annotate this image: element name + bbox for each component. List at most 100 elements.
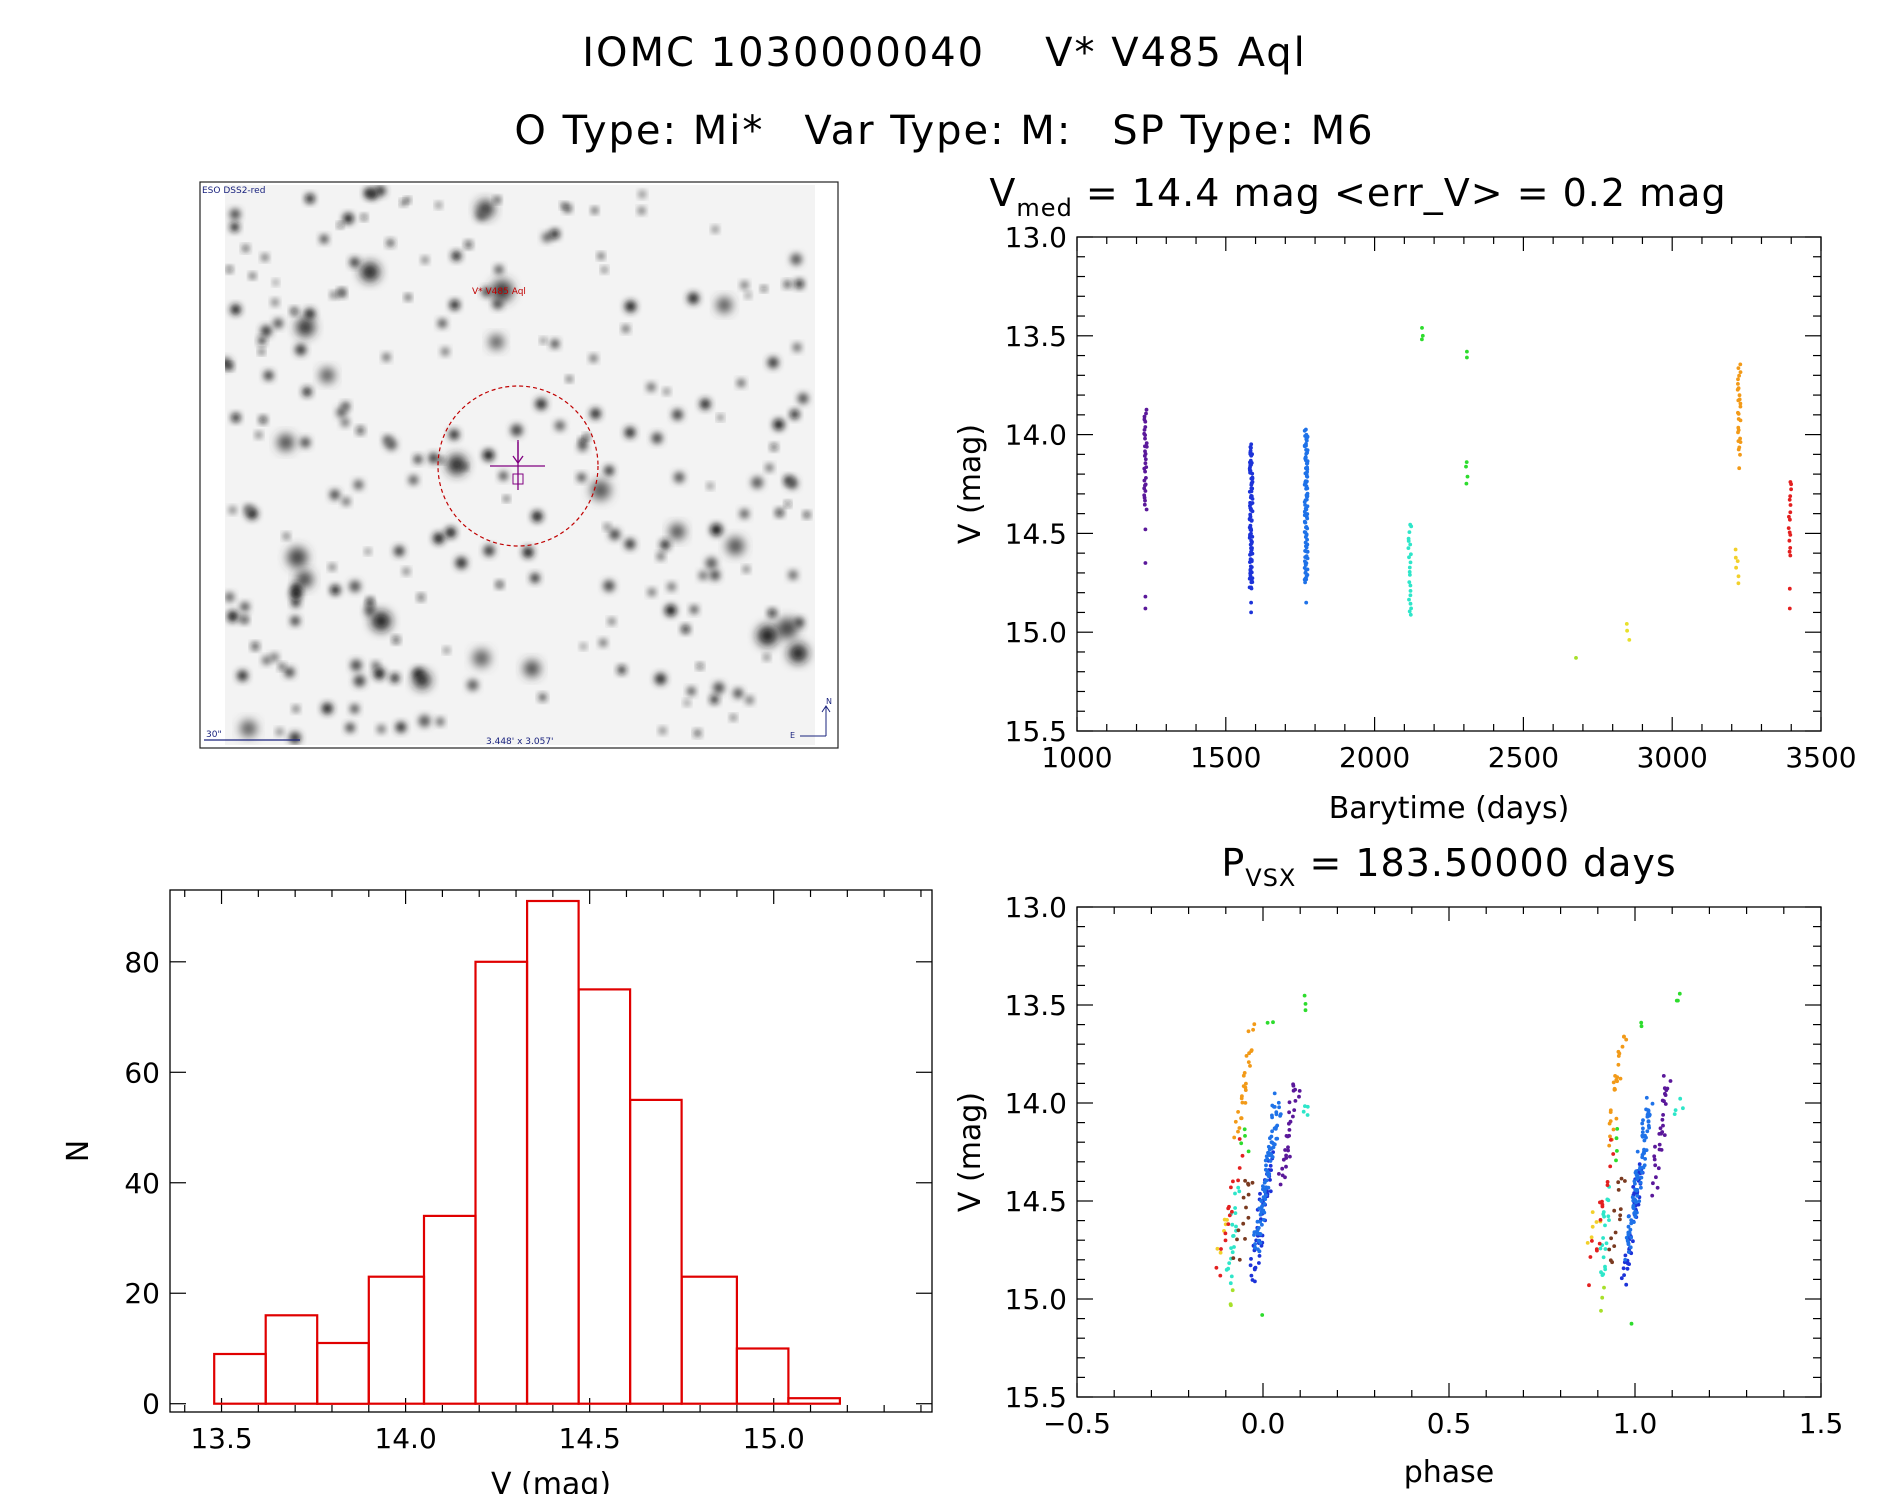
lightcurve-point	[1787, 549, 1792, 554]
phasecurve-point	[1628, 1227, 1633, 1232]
phasecurve-point	[1660, 1130, 1665, 1134]
finder-star	[413, 455, 423, 464]
phasecurve-frame	[1076, 906, 1822, 1398]
object-type: O Type: Mi*	[514, 108, 765, 154]
phasecurve-point	[1230, 1222, 1235, 1227]
phasecurve-point	[1638, 1180, 1643, 1185]
finder-star	[492, 299, 503, 309]
phasecurve-point	[1614, 1136, 1619, 1141]
phasecurve-point	[1303, 1104, 1307, 1108]
finder-star	[400, 200, 407, 206]
phasecurve-point	[1624, 1037, 1629, 1042]
finder-star	[292, 705, 300, 713]
phasecurve-point	[1641, 1126, 1645, 1131]
phasecurve-point	[1637, 1199, 1642, 1203]
phasecurve-point	[1640, 1170, 1644, 1175]
phasecurve-ticks	[1076, 906, 1822, 1398]
finder-star	[258, 337, 266, 345]
phasecurve-point	[1643, 1157, 1647, 1161]
lightcurve-point	[1143, 489, 1148, 493]
phasecurve-point	[1237, 1257, 1242, 1262]
finder-star	[361, 214, 367, 220]
phasecurve-point	[1278, 1182, 1283, 1187]
finder-star	[622, 325, 630, 333]
y-tick-label: 15.5	[1005, 1381, 1067, 1414]
finder-star	[289, 732, 301, 744]
finder-star	[467, 679, 479, 691]
phasecurve-point	[1655, 1185, 1660, 1190]
lightcurve-point	[1408, 601, 1413, 606]
phasecurve-point	[1264, 1163, 1268, 1168]
phasecurve-point	[1600, 1273, 1605, 1277]
phasecurve-point	[1214, 1265, 1219, 1270]
phasecurve-point	[1230, 1250, 1235, 1255]
phasecurve-point	[1229, 1185, 1233, 1190]
histogram-bar	[367, 1275, 426, 1405]
finder-star	[745, 292, 751, 298]
phasecurve-point	[1223, 1231, 1228, 1236]
phasecurve-point	[1605, 1183, 1610, 1187]
finder-star	[598, 253, 604, 259]
phasecurve-title: PVSX = 183.50000 days	[1221, 841, 1676, 892]
finder-star	[788, 643, 808, 663]
finder-star	[237, 670, 248, 682]
lightcurve-point	[1787, 606, 1792, 611]
phasecurve-point	[1228, 1281, 1233, 1286]
lightcurve-point	[1788, 510, 1793, 515]
lightcurve-point	[1465, 474, 1470, 479]
phasecurve-point	[1231, 1234, 1236, 1238]
lightcurve-point	[1408, 593, 1413, 598]
lightcurve-point	[1303, 580, 1307, 585]
finder-star	[418, 715, 431, 727]
lightcurve-point	[1142, 466, 1147, 471]
lightcurve-point	[1409, 552, 1413, 557]
phasecurve-point	[1276, 1100, 1281, 1105]
phasecurve-point	[1637, 1167, 1642, 1172]
finder-star	[371, 611, 391, 631]
finder-star	[483, 545, 495, 557]
lightcurve-point	[1407, 570, 1412, 574]
phasecurve-point	[1629, 1235, 1633, 1240]
lightcurve-point	[1788, 533, 1793, 537]
lightcurve-point	[1144, 407, 1149, 412]
phasecurve-point	[1615, 1075, 1620, 1079]
finder-star	[794, 279, 804, 289]
phasecurve-point	[1615, 1127, 1620, 1131]
lightcurve-point	[1786, 526, 1791, 530]
phasecurve-point	[1635, 1177, 1640, 1181]
lightcurve-point	[1465, 355, 1469, 360]
lightcurve-point	[1142, 495, 1147, 500]
finder-scale-label: 30"	[206, 730, 222, 740]
lightcurve-point	[1248, 552, 1252, 557]
finder-star	[489, 335, 504, 350]
finder-star	[550, 229, 560, 239]
histogram-bar	[316, 1341, 370, 1405]
lightcurve-point	[1736, 382, 1740, 386]
phasecurve-point	[1587, 1283, 1591, 1288]
phasecurve-point	[1637, 1162, 1642, 1167]
lightcurve-point	[1305, 550, 1310, 554]
phasecurve-point	[1618, 1207, 1623, 1211]
finder-star	[271, 298, 279, 306]
phasecurve-point	[1275, 1136, 1280, 1141]
finder-star	[745, 696, 754, 704]
phasecurve-point	[1239, 1141, 1244, 1146]
histogram-bar	[474, 960, 529, 1405]
finder-star	[770, 444, 778, 451]
histogram-x-tick-labels: 13.5 14.0 14.5 15.0	[190, 1422, 805, 1455]
finder-star	[259, 349, 265, 355]
phasecurve-point	[1218, 1273, 1223, 1278]
lightcurve-point	[1249, 453, 1254, 458]
lightcurve-xlabel: Barytime (days)	[1329, 791, 1570, 826]
finder-star	[261, 254, 269, 261]
phasecurve-point	[1230, 1288, 1235, 1293]
finder-star	[482, 449, 495, 461]
lightcurve-point	[1143, 425, 1148, 429]
x-tick-label: 0.5	[1427, 1407, 1472, 1440]
phasecurve-point	[1639, 1175, 1643, 1180]
phasecurve-point	[1268, 1163, 1273, 1168]
phasecurve-point	[1231, 1179, 1235, 1184]
phasecurve-point	[1650, 1193, 1655, 1198]
phasecurve-point	[1625, 1266, 1630, 1271]
lightcurve-point	[1143, 469, 1147, 474]
